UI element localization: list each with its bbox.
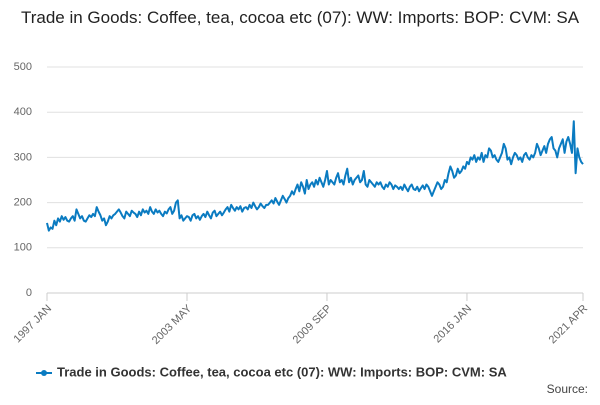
x-tick-label: 2021 APR bbox=[547, 303, 591, 347]
x-tick-label: 2009 SEP bbox=[291, 303, 335, 347]
chart-title: Trade in Goods: Coffee, tea, cocoa etc (… bbox=[20, 8, 580, 27]
y-tick-label: 100 bbox=[14, 242, 32, 254]
y-tick-label: 0 bbox=[26, 287, 32, 299]
x-tick-label: 2016 JAN bbox=[431, 303, 474, 346]
legend-label: Trade in Goods: Coffee, tea, cocoa etc (… bbox=[57, 364, 507, 379]
y-tick-label: 200 bbox=[14, 197, 32, 209]
source: Source: bbox=[547, 382, 588, 396]
x-tick-label: 1997 JAN bbox=[12, 303, 55, 346]
series-line bbox=[46, 120, 584, 232]
x-tick-label: 2003 MAY bbox=[150, 302, 195, 347]
y-tick-label: 500 bbox=[14, 61, 32, 73]
legend-icon-dot bbox=[41, 370, 47, 376]
y-tick-label: 400 bbox=[14, 106, 32, 118]
y-tick-label: 300 bbox=[14, 151, 32, 163]
